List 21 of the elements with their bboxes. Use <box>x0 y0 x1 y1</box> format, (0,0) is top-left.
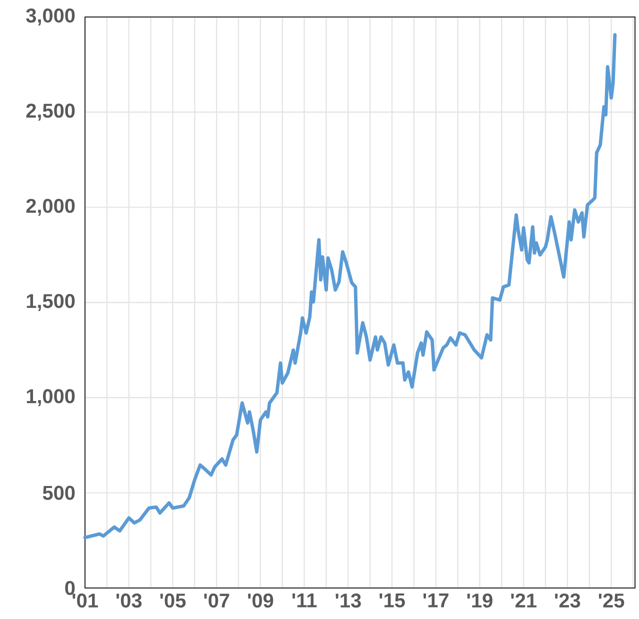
line-series <box>83 33 617 540</box>
y-tick-label: 2,500 <box>26 104 75 121</box>
y-tick-label: 1,500 <box>26 294 75 311</box>
x-tick-label: '11 <box>292 594 317 608</box>
y-tick-label: 0 <box>65 580 75 596</box>
x-tick-label: '01 <box>72 594 98 608</box>
x-tick-label: '17 <box>423 594 448 608</box>
y-tick-label: 2,000 <box>26 198 75 216</box>
y-tick-label: 3,000 <box>26 8 75 26</box>
x-tick-label: '15 <box>380 594 405 608</box>
x-tick-label: '21 <box>511 594 536 608</box>
x-tick-label: '09 <box>248 594 274 608</box>
x-tick-label: '23 <box>555 594 580 608</box>
y-tick-label: 1,000 <box>26 389 75 406</box>
x-tick-label: '07 <box>204 594 230 608</box>
x-tick-label: '25 <box>598 594 624 608</box>
x-tick-label: '05 <box>160 594 186 608</box>
x-tick-label: '19 <box>467 594 492 608</box>
y-tick-label: 500 <box>42 486 75 500</box>
x-tick-label: '03 <box>116 594 142 608</box>
x-tick-label: '13 <box>336 594 361 608</box>
